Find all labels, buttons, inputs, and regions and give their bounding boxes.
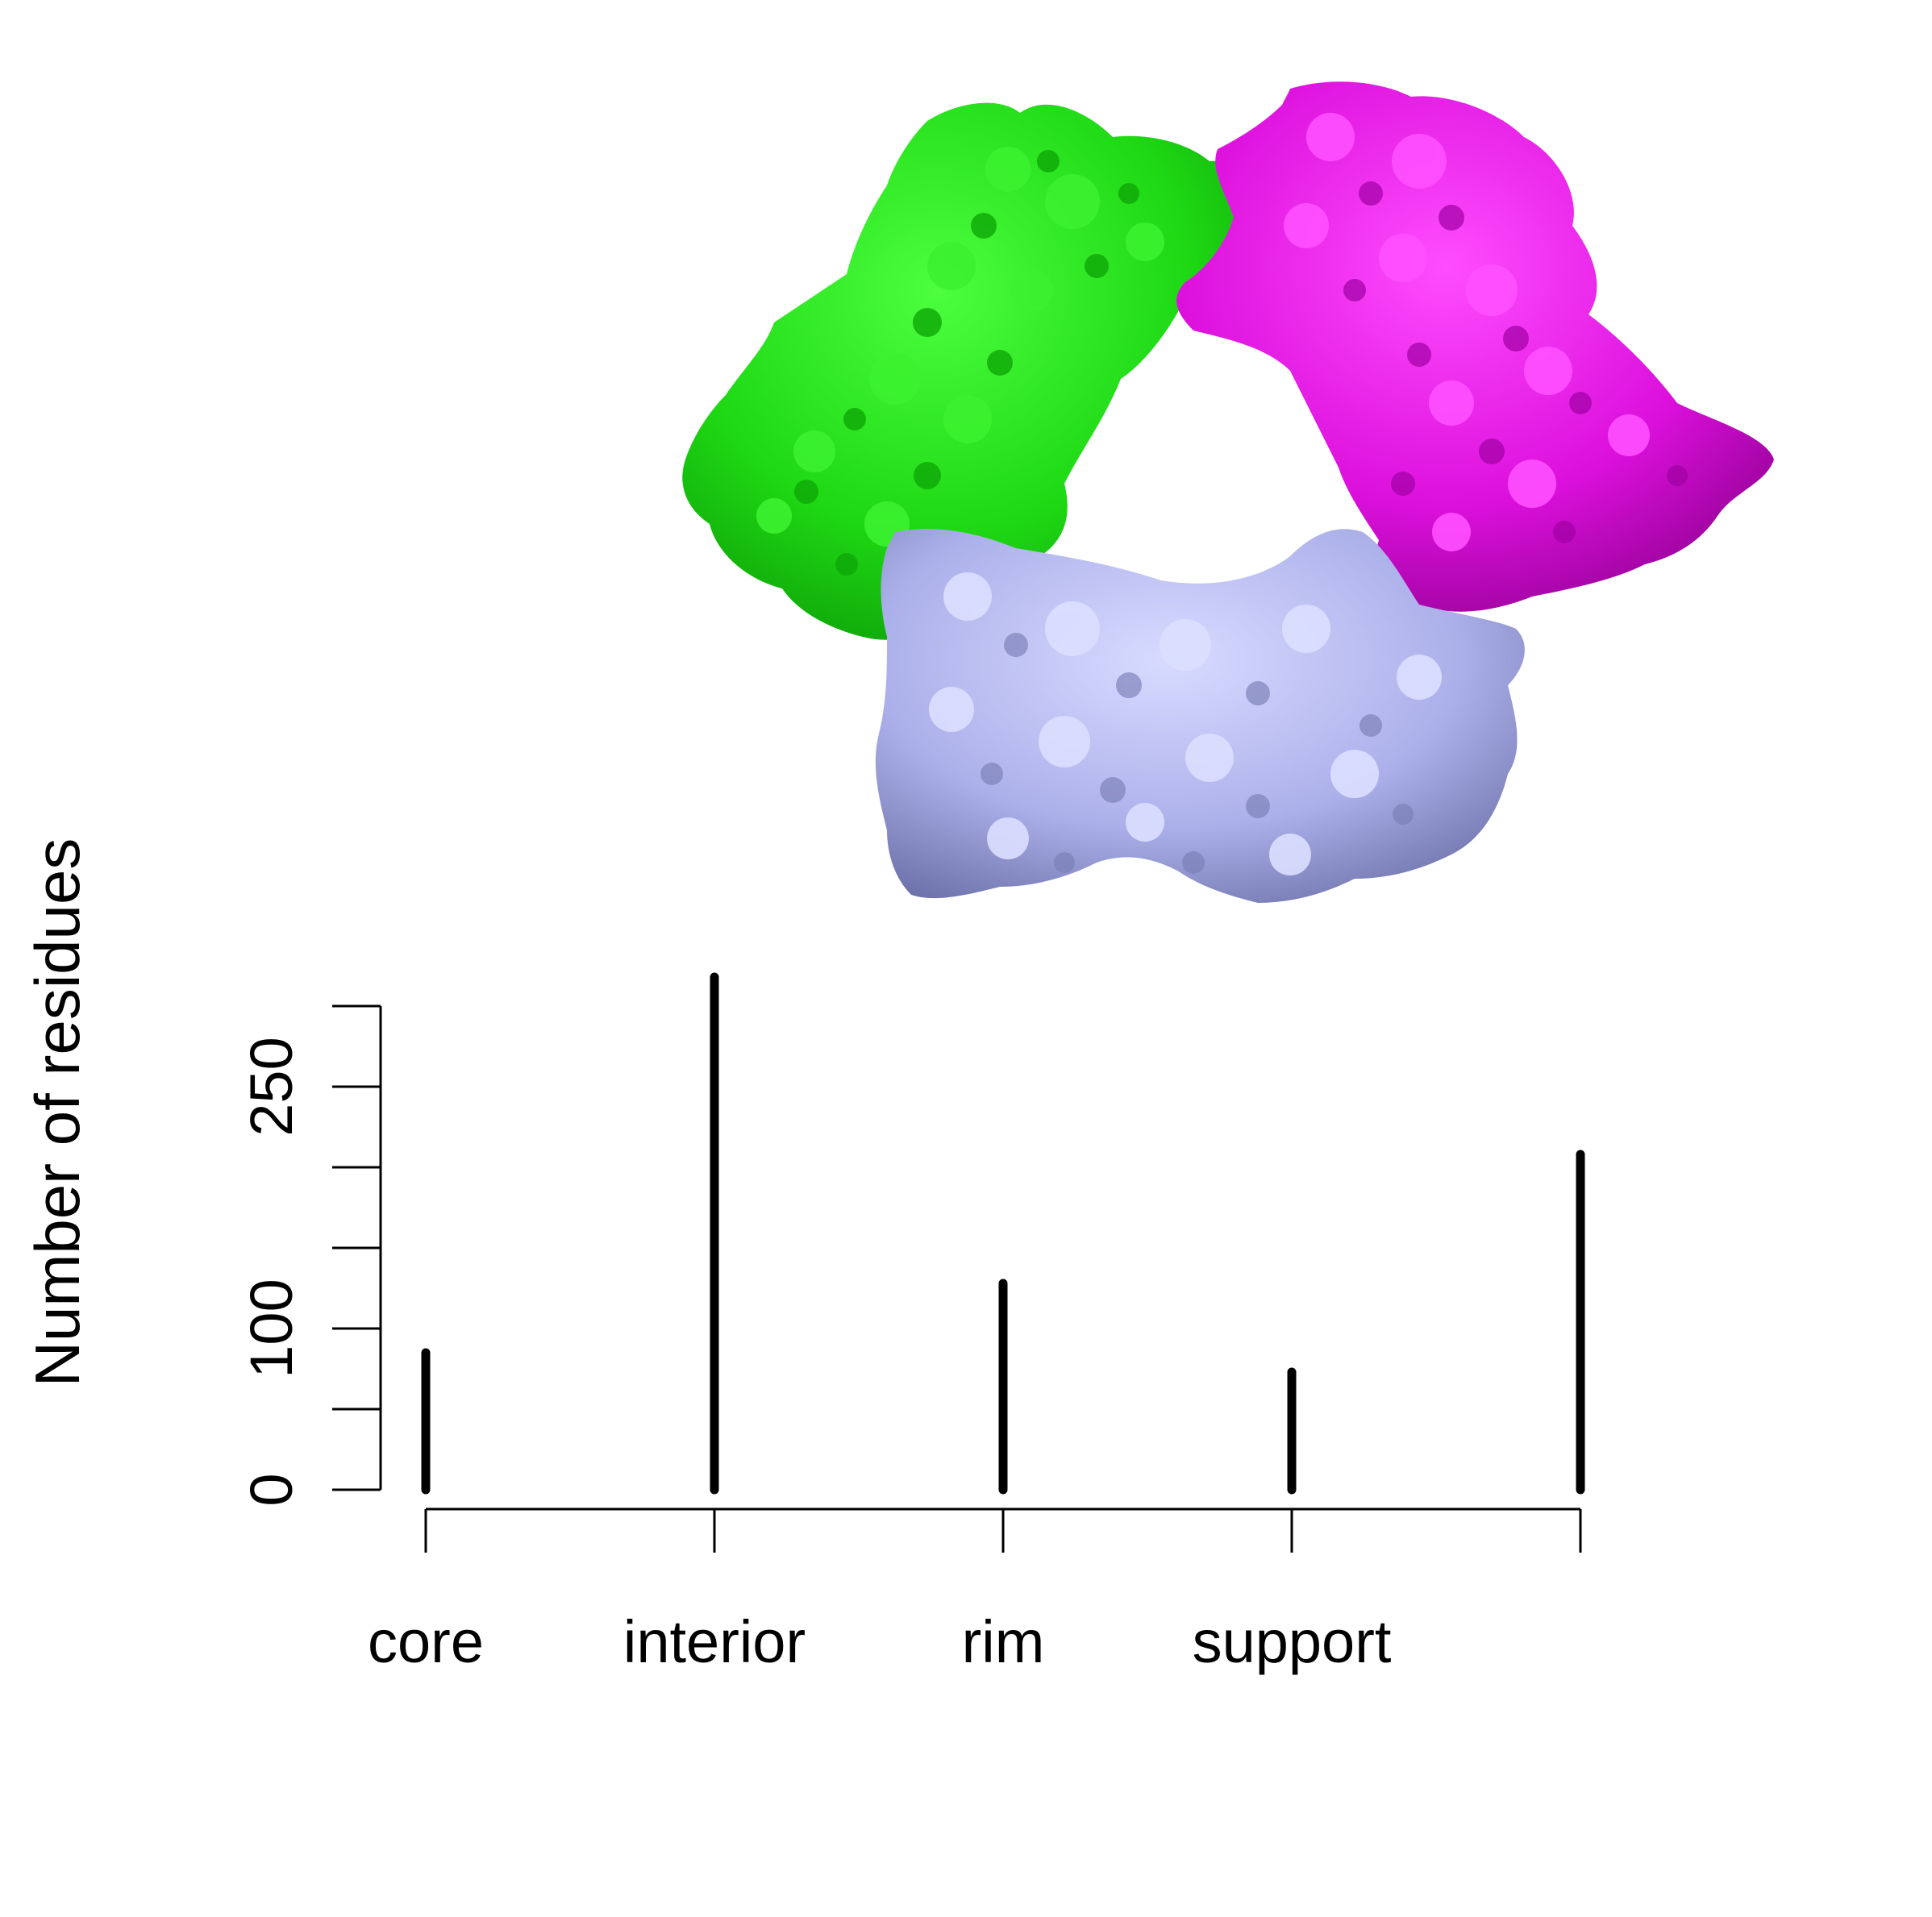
x-tick-label-rim: rim [962,1608,1045,1675]
y-axis-title: Number of residues [22,838,93,1387]
x-tick-label-core: core [368,1608,484,1675]
x-tick-label-support: support [1193,1608,1392,1675]
y-tick-label: 100 [238,1279,305,1378]
x-tick-label-interior: interior [623,1608,806,1675]
y-tick-label: 0 [238,1473,305,1506]
y-axis: 0 100 250 [238,1004,382,1507]
green-subunit-surface [682,102,1248,640]
lavender-subunit-surface [875,529,1525,903]
y-tick-label: 250 [238,1037,305,1136]
bar-chart: 0 100 250 core interior rim support Number of… [22,838,1585,1675]
magenta-subunit-surface [1176,81,1774,612]
protein-structure-image [682,81,1774,903]
x-axis: core interior rim support [368,1507,1582,1675]
bars [421,972,1585,1495]
